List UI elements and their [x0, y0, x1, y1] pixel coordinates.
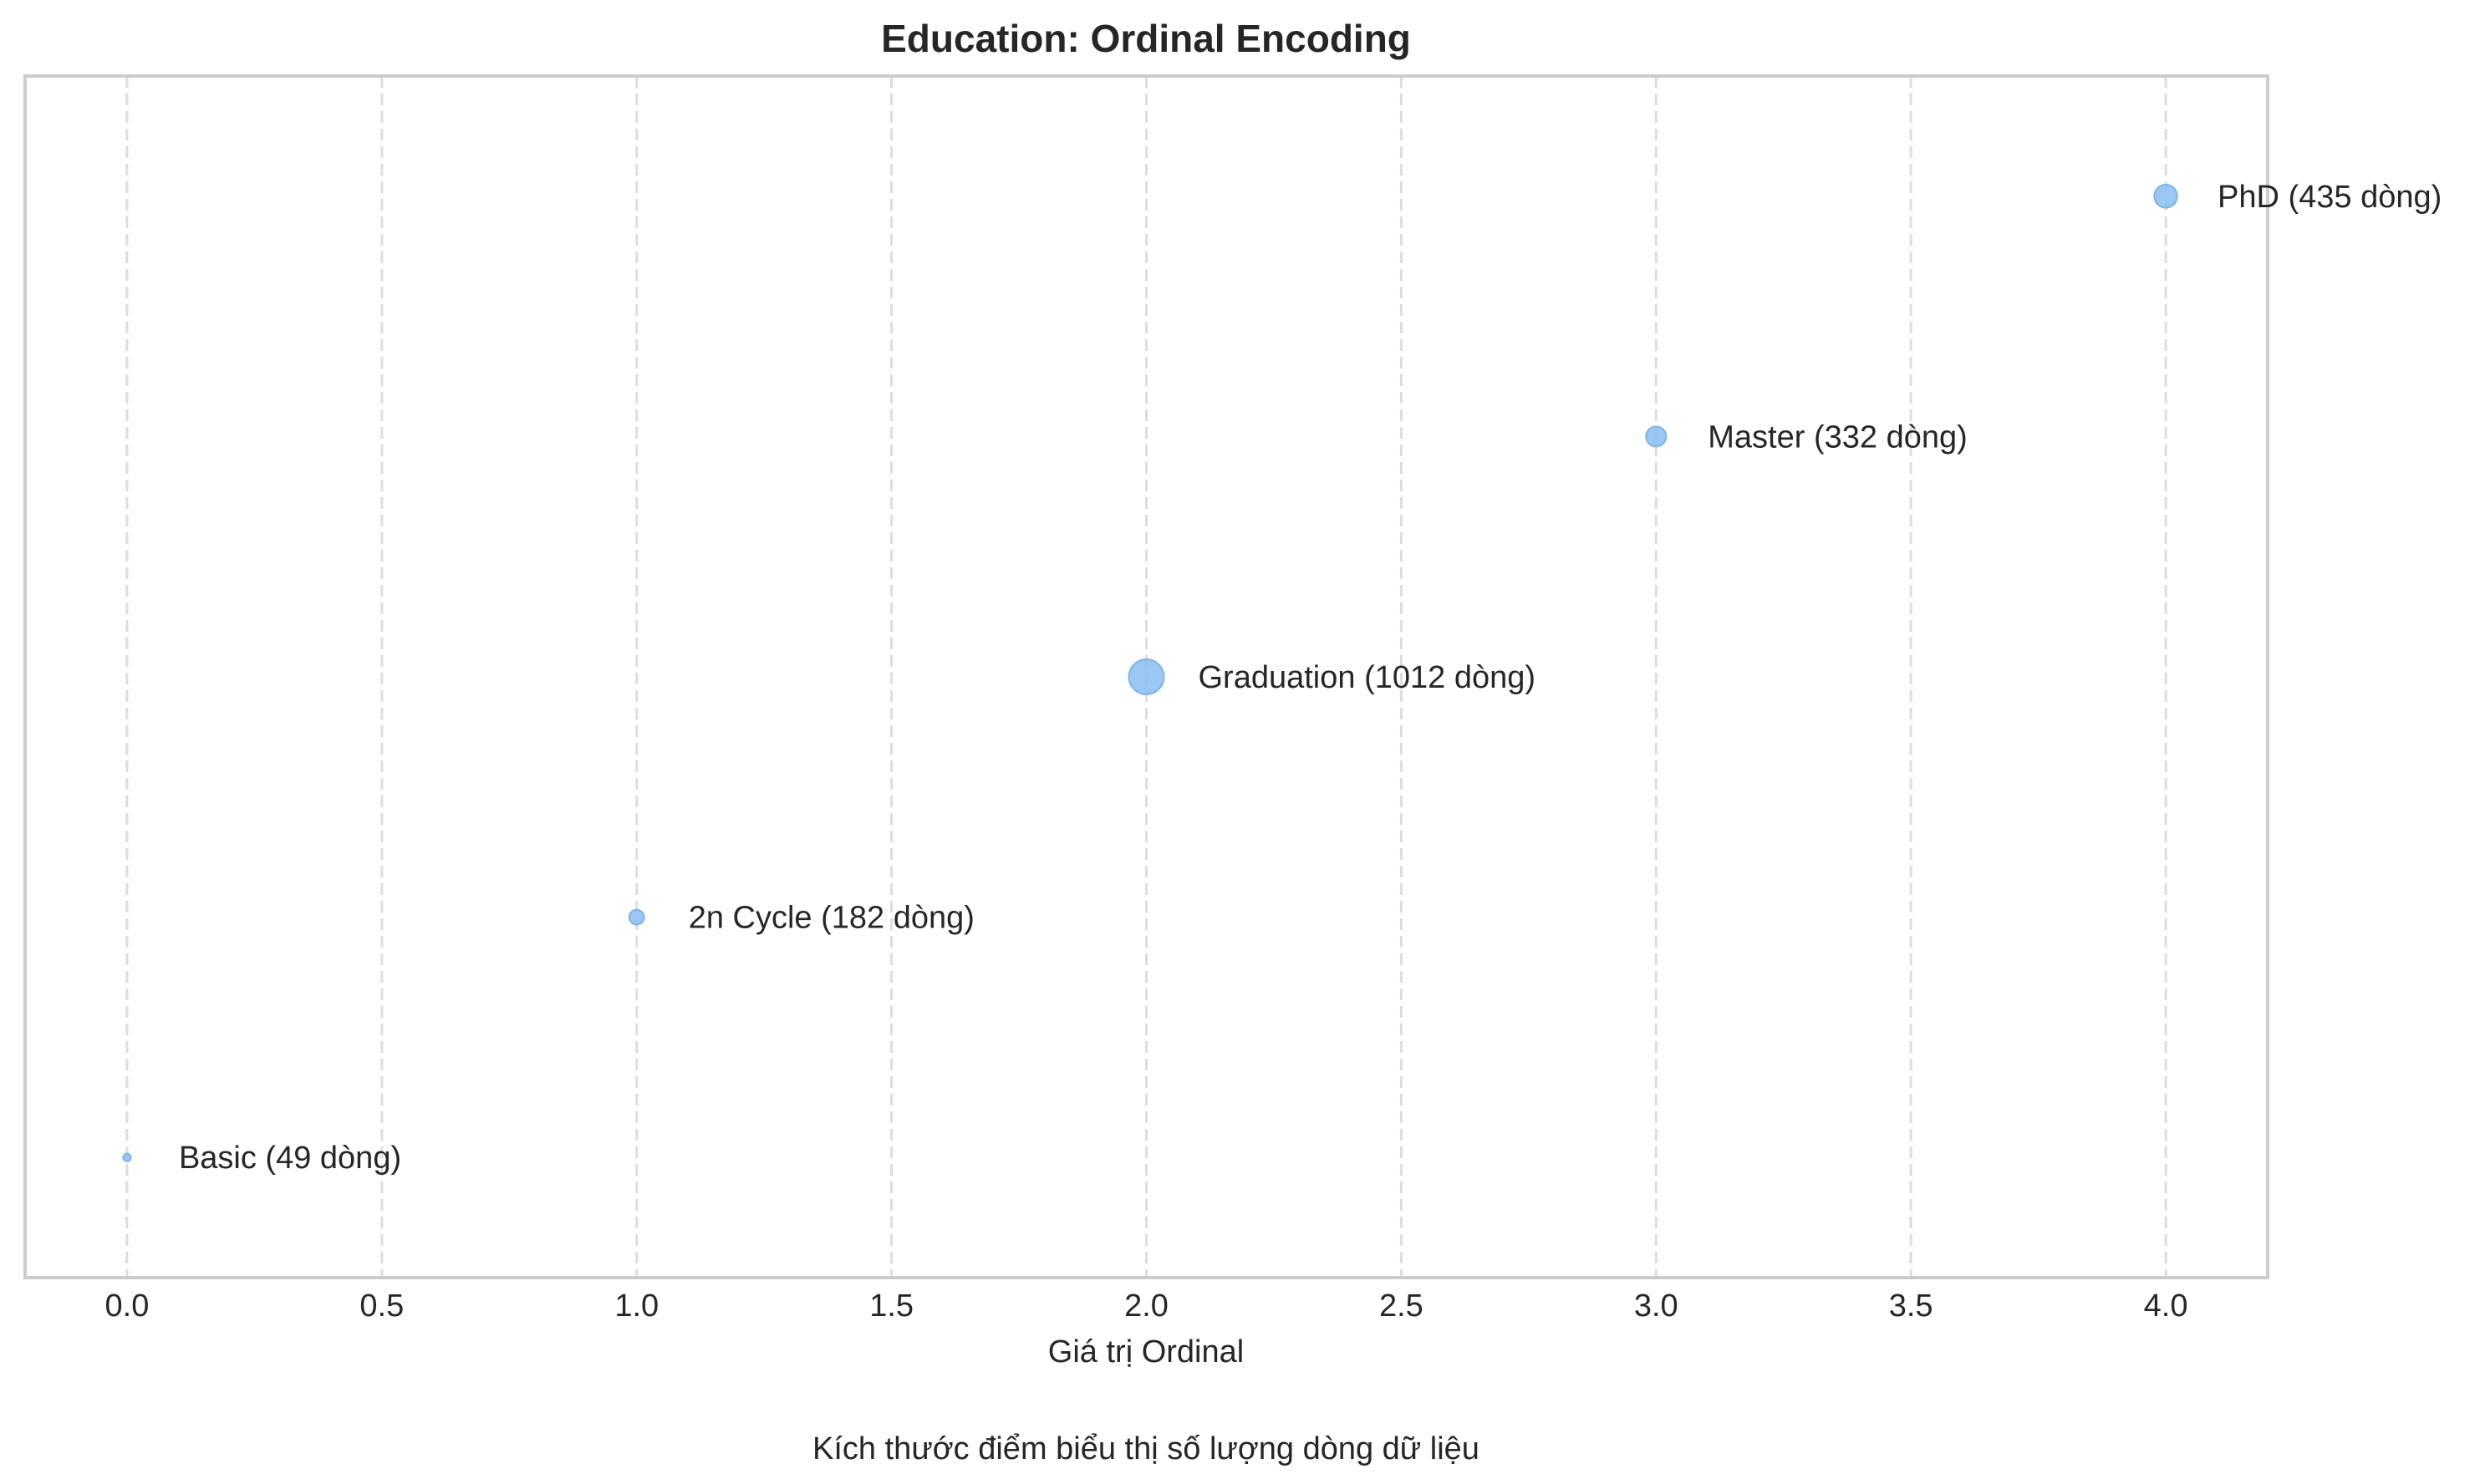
x-axis-label: Giá trị Ordinal: [1048, 1334, 1244, 1370]
data-point: [1128, 658, 1165, 695]
data-point: [2153, 184, 2178, 209]
point-labels: Basic (49 dòng) 2n Cycle (182 dòng) Gradua…: [179, 180, 2442, 1176]
chart-title: Education: Ordinal Encoding: [881, 17, 1411, 60]
point-label: Basic (49 dòng): [179, 1141, 401, 1176]
x-tick-label: 2.0: [1124, 1288, 1169, 1324]
x-tick-label: 4.0: [2144, 1288, 2188, 1324]
point-label: 2n Cycle (182 dòng): [689, 901, 975, 936]
point-label: Master (332 dòng): [1708, 419, 1968, 455]
x-tick-label: 1.5: [869, 1288, 914, 1324]
plot-frame: [23, 74, 2269, 1279]
data-point: [122, 1152, 132, 1162]
x-tick-label: 1.0: [614, 1288, 659, 1324]
x-tick-label: 0.5: [359, 1288, 404, 1324]
x-tick-label: 0.0: [105, 1288, 150, 1324]
point-label: PhD (435 dòng): [2218, 180, 2442, 215]
x-tick-label: 3.5: [1889, 1288, 1933, 1324]
point-label: Graduation (1012 dòng): [1199, 660, 1536, 695]
footnote: Kích thước điểm biểu thị số lượng dòng d…: [812, 1431, 1479, 1466]
x-tick-labels: 0.0 0.5 1.0 1.5 2.0 2.5 3.0 3.5 4.0: [105, 1288, 2188, 1324]
data-points: [122, 184, 2178, 1162]
data-point: [628, 908, 645, 926]
x-tick-label: 2.5: [1379, 1288, 1423, 1324]
data-point: [1645, 425, 1668, 448]
x-tick-label: 3.0: [1634, 1288, 1678, 1324]
